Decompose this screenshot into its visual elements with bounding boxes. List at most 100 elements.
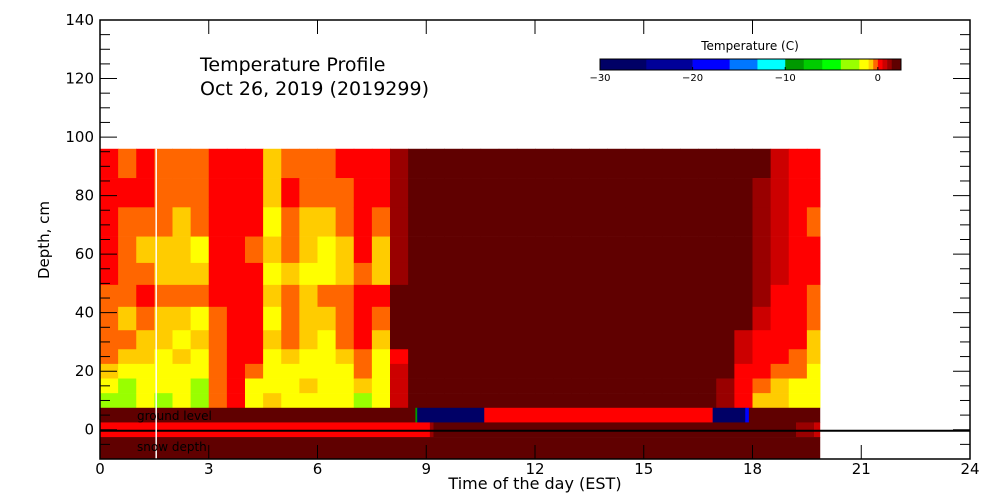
heatmap-cell [408,393,427,409]
heatmap-cell [516,262,536,286]
heatmap-cell [118,207,137,237]
heatmap-cell [680,262,699,286]
heatmap-cell [317,306,337,331]
heatmap-cell [770,393,790,409]
heatmap-cell [444,306,463,331]
heatmap-cell [625,349,645,365]
heatmap-cell [426,284,445,308]
heatmap-cell [661,393,681,409]
heatmap-cell [317,178,337,208]
heatmap-cell [390,363,409,379]
y-tick-label: 80 [75,187,94,205]
heatmap-cell [589,236,608,264]
heatmap-cell [571,236,590,264]
heatmap-cell [806,306,821,331]
heatmap-cell [136,262,155,286]
heatmap-cell [426,262,445,286]
heatmap-cell [226,236,246,264]
heatmap-cell [643,349,663,365]
heatmap-cell [806,178,821,208]
heatmap-cell [788,207,808,237]
heatmap-cell [390,284,409,308]
heatmap-cell [643,262,663,286]
heatmap-cell [516,178,536,208]
heatmap-cell [516,393,536,409]
heatmap-cell [154,284,173,308]
colorbar: −30 −20 −10 0 [589,58,902,84]
heatmap-cell [408,148,427,179]
heatmap-cell [680,236,699,264]
heatmap-cell [317,236,337,264]
heatmap-cell [100,178,119,208]
heatmap-cell [172,363,192,379]
heatmap-cell [317,363,337,379]
colorbar-swatch [891,59,902,70]
heatmap-cell [263,207,282,237]
heatmap-cell [444,236,463,264]
heatmap-cell [480,330,500,350]
heatmap-cell [408,284,427,308]
heatmap-cell [806,236,821,264]
heatmap-cell [607,363,627,379]
heatmap-cell [734,349,753,365]
heatmap-cell [190,148,210,179]
heatmap-cell [281,236,300,264]
heatmap-cell [245,236,264,264]
heatmap-cell [426,349,445,365]
y-tick-label: 100 [65,128,94,146]
colorbar-swatch [646,59,693,70]
heatmap-cell [426,330,445,350]
heatmap-cell [353,207,373,237]
heatmap-cell [154,148,173,179]
heatmap-cell [553,363,572,379]
heatmap-cell [788,306,808,331]
heatmap-cell [680,284,699,308]
heatmap-cell [553,306,572,331]
heatmap-cell [535,393,554,409]
heatmap-cell [245,207,264,237]
heatmap-cell [335,207,355,237]
heatmap-cell [625,178,645,208]
heatmap-cell [317,378,337,394]
heatmap-cell [480,207,500,237]
heatmap-cell [516,284,536,308]
heatmap-cell [245,393,264,409]
heatmap-cell [661,148,681,179]
heatmap-cell [408,236,427,264]
heatmap-cell [299,378,318,394]
heatmap-cell [680,349,699,365]
heatmap-cell [335,363,355,379]
heatmap-cell [154,393,173,409]
heatmap-cell [299,363,318,379]
heatmap-cell [752,393,772,409]
heatmap-cell [371,378,391,394]
heatmap-cell [118,330,137,350]
chart-title-line-1: Temperature Profile [199,54,385,76]
heatmap-cell [625,393,645,409]
heatmap-cell [226,148,246,179]
heatmap-cell [643,148,663,179]
heatmap-cell [553,236,572,264]
heatmap-cell [136,393,155,409]
heatmap-cell [335,393,355,409]
heatmap-cell [136,207,155,237]
heatmap-cell [680,306,699,331]
heatmap-cell [390,236,409,264]
heatmap-cell [317,393,337,409]
heatmap-cell [770,330,790,350]
colorbar-swatch [840,59,860,70]
x-tick-label: 21 [852,460,871,478]
heatmap-cell [806,393,821,409]
heatmap-cell [154,178,173,208]
heatmap-cell [118,393,137,409]
heatmap-cell [698,349,717,365]
heatmap-cell [498,349,518,365]
heatmap-cell [172,393,192,409]
heatmap-cell [589,148,608,179]
heatmap-cell [607,393,627,409]
heatmap-cell [390,378,409,394]
heatmap-cell [371,330,391,350]
heatmap-cell [625,236,645,264]
heatmap-cell [353,378,373,394]
heatmap-cell [535,236,554,264]
